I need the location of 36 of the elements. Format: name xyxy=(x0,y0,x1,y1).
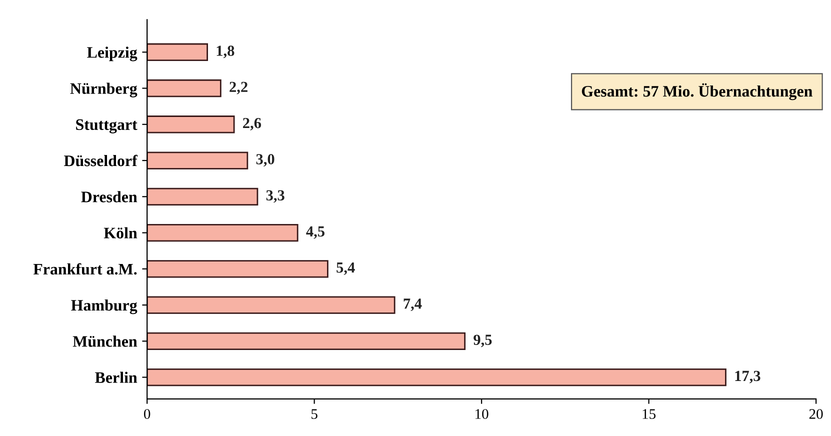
y-tick-label: Frankfurt a.M. xyxy=(33,263,137,275)
bar xyxy=(147,332,466,350)
bar xyxy=(147,368,726,386)
bar xyxy=(147,188,258,206)
x-tick-label: 10 xyxy=(476,409,488,419)
annotation: Gesamt: 57 Mio. Übernachtungen xyxy=(582,83,812,100)
bar xyxy=(147,152,248,170)
y-tick-label: München xyxy=(72,336,138,347)
data-label: 7,4 xyxy=(404,298,422,312)
y-tick-label: Köln xyxy=(104,227,138,238)
x-tick-label: 20 xyxy=(809,409,823,419)
data-label: 2,6 xyxy=(243,118,262,130)
y-tick-label: Berlin xyxy=(95,372,138,383)
y-tick-label: Hamburg xyxy=(71,299,138,314)
bar xyxy=(147,79,222,98)
data-label: 2,2 xyxy=(230,82,248,94)
x-tick-label: 0 xyxy=(144,409,150,419)
data-label: 5,4 xyxy=(336,262,355,275)
x-tick-label: 5 xyxy=(312,409,318,419)
y-tick-label: Stuttgart xyxy=(76,119,138,134)
data-label: 3,3 xyxy=(266,190,284,203)
bar xyxy=(147,116,235,134)
x-tick-label: 15 xyxy=(642,409,656,419)
data-label: 4,5 xyxy=(306,226,324,239)
y-tick-label: Leipzig xyxy=(87,46,138,62)
bar xyxy=(147,260,328,278)
bar xyxy=(147,296,396,314)
data-label: 1,8 xyxy=(216,46,234,58)
data-label: 17,3 xyxy=(735,370,760,384)
bar xyxy=(147,43,208,61)
y-tick-label: Dresden xyxy=(81,191,138,202)
y-tick-label: Nürnberg xyxy=(70,82,138,98)
data-label: 9,5 xyxy=(474,334,492,348)
bar xyxy=(147,224,298,242)
y-tick-label: Düsseldorf xyxy=(64,154,138,166)
data-label: 3,0 xyxy=(256,154,274,167)
